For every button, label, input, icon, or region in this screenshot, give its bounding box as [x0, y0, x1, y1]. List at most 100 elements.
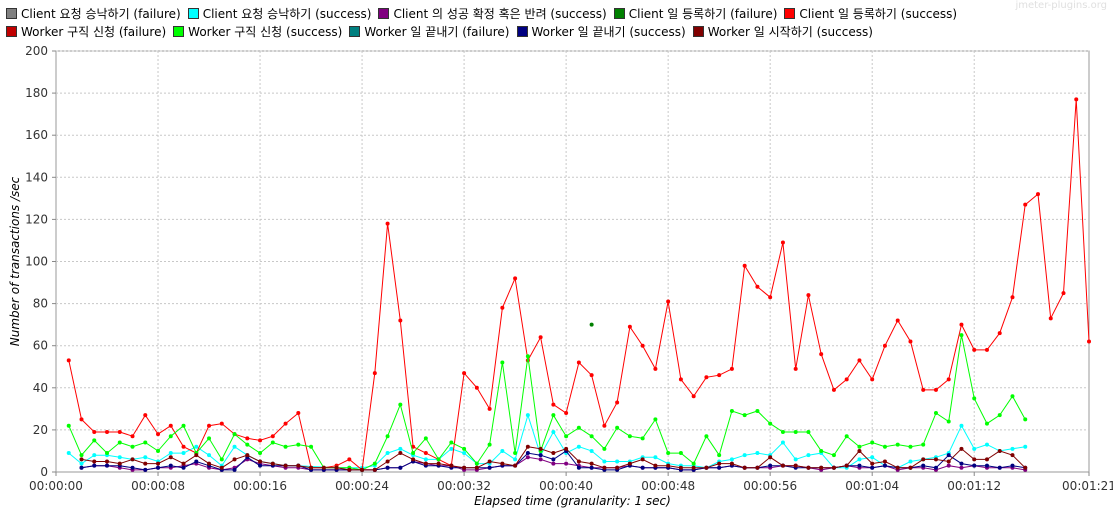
- data-point: [551, 402, 556, 407]
- data-point: [564, 461, 569, 466]
- data-point: [653, 417, 658, 422]
- data-point: [372, 371, 377, 376]
- data-point: [564, 411, 569, 416]
- data-point: [500, 360, 505, 365]
- data-point: [487, 459, 492, 464]
- data-point: [525, 413, 530, 418]
- data-point: [1087, 339, 1091, 344]
- legend-swatch: [349, 25, 361, 37]
- data-point: [615, 459, 620, 464]
- data-point: [245, 436, 250, 441]
- data-point: [321, 465, 326, 470]
- data-point: [921, 442, 926, 447]
- data-point: [143, 467, 148, 472]
- data-point: [576, 425, 581, 430]
- data-point: [245, 453, 250, 458]
- data-point: [487, 406, 492, 411]
- data-point: [462, 465, 467, 470]
- data-point: [283, 421, 288, 426]
- data-point: [933, 411, 938, 416]
- x-axis-label: Elapsed time (granularity: 1 sec): [474, 494, 671, 508]
- data-point: [768, 421, 773, 426]
- data-point: [576, 465, 581, 470]
- x-tick-label: 00:00:24: [335, 479, 389, 493]
- data-point: [156, 465, 161, 470]
- data-point: [755, 465, 760, 470]
- data-point: [92, 463, 97, 468]
- data-point: [232, 467, 237, 472]
- data-point: [219, 421, 224, 426]
- data-point: [933, 387, 938, 392]
- data-point: [1023, 465, 1028, 470]
- data-point: [984, 442, 989, 447]
- legend-label: Worker 일 끝내기 (success): [531, 24, 686, 39]
- data-point: [959, 333, 964, 338]
- data-point: [1074, 97, 1079, 102]
- data-point: [589, 322, 594, 327]
- data-point: [806, 293, 811, 298]
- legend-label: Client 의 성공 확정 혹은 반려 (success): [393, 6, 607, 21]
- data-point: [525, 451, 530, 456]
- data-point: [793, 463, 798, 468]
- data-point: [857, 448, 862, 453]
- data-point: [1010, 295, 1015, 300]
- data-point: [168, 455, 173, 460]
- data-point: [143, 461, 148, 466]
- legend-item: Client 일 등록하기 (failure): [613, 5, 777, 21]
- data-point: [780, 440, 785, 445]
- data-point: [258, 451, 263, 456]
- data-point: [717, 373, 722, 378]
- data-point: [589, 448, 594, 453]
- data-point: [551, 457, 556, 462]
- data-point: [232, 457, 237, 462]
- data-point: [168, 434, 173, 439]
- data-point: [270, 434, 275, 439]
- data-point: [589, 465, 594, 470]
- data-point: [372, 461, 377, 466]
- data-point: [398, 465, 403, 470]
- data-point: [946, 377, 951, 382]
- data-point: [500, 448, 505, 453]
- data-point: [449, 463, 454, 468]
- data-point: [946, 463, 951, 468]
- legend-item: Worker 구직 신청 (failure): [6, 23, 166, 39]
- data-point: [589, 434, 594, 439]
- legend-swatch: [378, 7, 390, 19]
- data-point: [755, 408, 760, 413]
- data-point: [66, 358, 71, 363]
- data-point: [309, 444, 314, 449]
- data-point: [551, 461, 556, 466]
- data-point: [602, 459, 607, 464]
- data-point: [972, 457, 977, 462]
- data-point: [844, 463, 849, 468]
- data-point: [181, 465, 186, 470]
- x-tick-label: 00:00:32: [437, 479, 491, 493]
- data-point: [831, 465, 836, 470]
- data-point: [831, 387, 836, 392]
- legend-label: Client 요청 승낙하기 (failure): [21, 6, 181, 21]
- data-point: [768, 455, 773, 460]
- data-point: [576, 459, 581, 464]
- series-line-6: [68, 335, 1026, 471]
- data-point: [908, 339, 913, 344]
- x-tick-label: 00:00:16: [233, 479, 287, 493]
- x-tick-label: 00:00:08: [131, 479, 185, 493]
- data-point: [959, 322, 964, 327]
- data-point: [933, 465, 938, 470]
- data-point: [768, 295, 773, 300]
- data-point: [309, 465, 314, 470]
- data-point: [117, 461, 122, 466]
- legend-swatch: [516, 25, 528, 37]
- data-point: [742, 465, 747, 470]
- legend-swatch: [187, 7, 199, 19]
- x-tick-label: 00:00:48: [641, 479, 695, 493]
- data-point: [882, 444, 887, 449]
- data-point: [1010, 446, 1015, 451]
- data-point: [589, 461, 594, 466]
- data-point: [525, 444, 530, 449]
- data-point: [921, 457, 926, 462]
- data-point: [181, 444, 186, 449]
- data-point: [895, 318, 900, 323]
- data-point: [449, 440, 454, 445]
